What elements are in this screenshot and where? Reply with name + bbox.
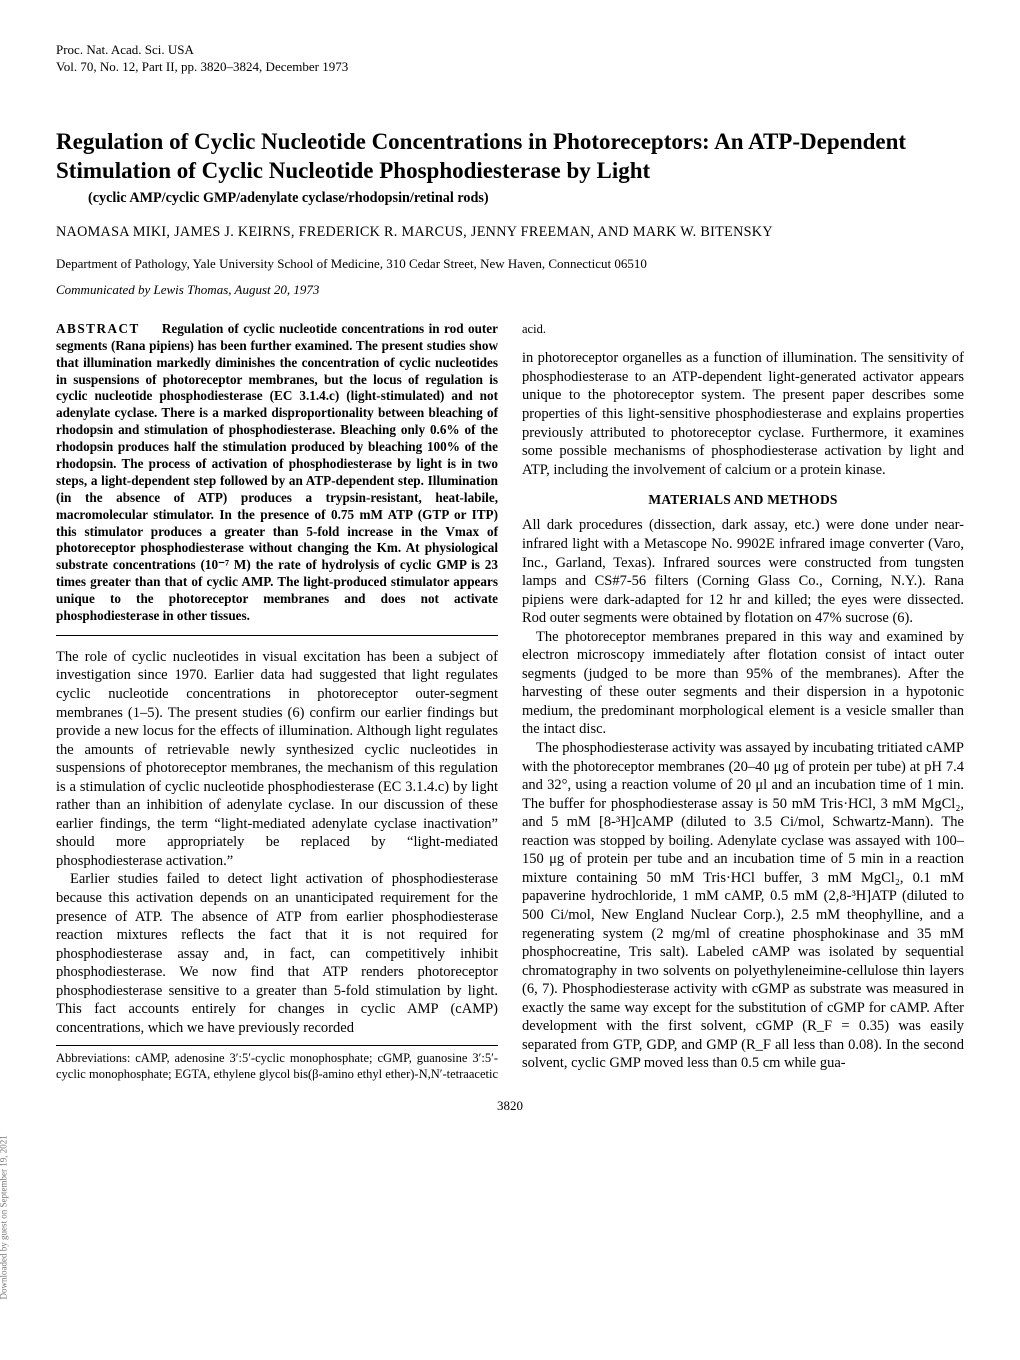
article-title: Regulation of Cyclic Nucleotide Concentr…	[56, 128, 964, 186]
abstract-label: ABSTRACT	[56, 321, 140, 336]
authors: NAOMASA MIKI, JAMES J. KEIRNS, FREDERICK…	[56, 223, 964, 241]
article-subtitle: (cyclic AMP/cyclic GMP/adenylate cyclase…	[56, 189, 964, 207]
journal-header: Proc. Nat. Acad. Sci. USA Vol. 70, No. 1…	[56, 42, 964, 76]
materials-p1: All dark procedures (dissection, dark as…	[522, 516, 964, 627]
communicated-by: Communicated by Lewis Thomas, August 20,…	[56, 282, 964, 299]
materials-heading: MATERIALS AND METHODS	[522, 491, 964, 508]
abstract-text: Regulation of cyclic nucleotide concentr…	[56, 321, 498, 623]
affiliation: Department of Pathology, Yale University…	[56, 256, 964, 273]
materials-p3: The phosphodiesterase activity was assay…	[522, 739, 964, 1073]
materials-p2: The photoreceptor membranes prepared in …	[522, 628, 964, 739]
intro-p2: Earlier studies failed to detect light a…	[56, 870, 498, 1037]
download-watermark: Downloaded by guest on September 19, 202…	[0, 1136, 10, 1300]
journal-line1: Proc. Nat. Acad. Sci. USA	[56, 42, 964, 59]
abstract-block: ABSTRACTRegulation of cyclic nucleotide …	[56, 321, 498, 636]
page-number: 3820	[56, 1098, 964, 1115]
two-column-body: ABSTRACTRegulation of cyclic nucleotide …	[56, 321, 964, 1083]
journal-line2: Vol. 70, No. 12, Part II, pp. 3820–3824,…	[56, 59, 964, 76]
col2-p1: in photoreceptor organelles as a functio…	[522, 349, 964, 479]
intro-p1: The role of cyclic nucleotides in visual…	[56, 648, 498, 871]
